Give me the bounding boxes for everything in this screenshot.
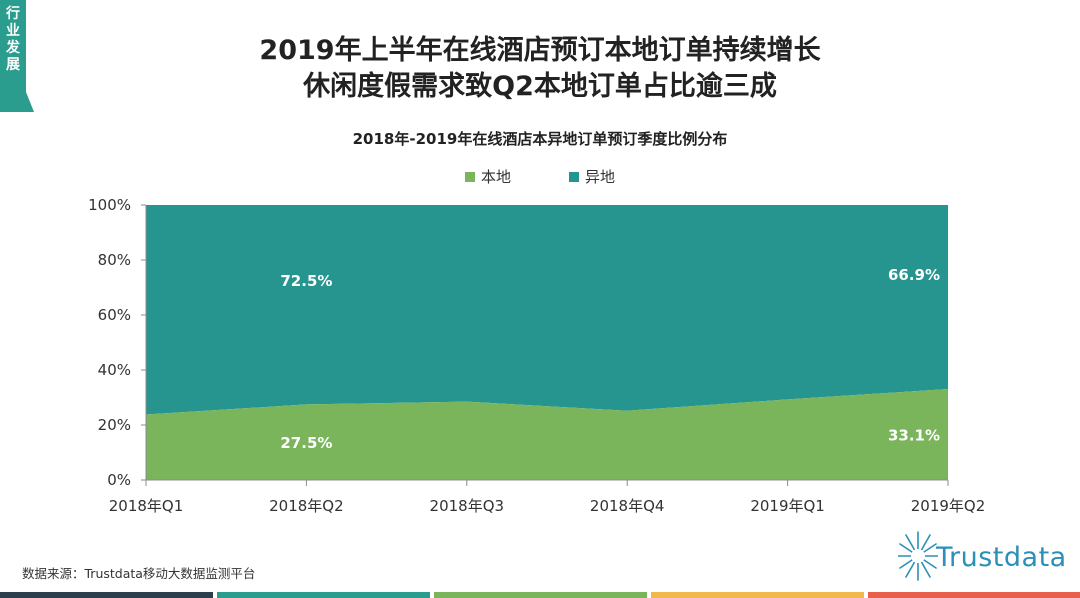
trustdata-logo: Trustdata — [897, 528, 1073, 584]
data-label: 66.9% — [888, 266, 940, 284]
legend-swatch-nonlocal — [569, 171, 579, 182]
page-title-line2: 休闲度假需求致Q2本地订单占比逾三成 — [303, 71, 777, 102]
data-label: 27.5% — [280, 434, 332, 452]
logo-text: Trustdata — [936, 542, 1067, 573]
bottom-bar-4 — [651, 592, 864, 598]
bottom-bar-5 — [868, 592, 1080, 598]
data-label: 33.1% — [888, 426, 940, 444]
y-tick-label: 0% — [107, 471, 131, 489]
x-tick-label: 2018年Q4 — [590, 497, 665, 515]
bottom-color-bars — [0, 592, 1080, 598]
bottom-bar-3 — [434, 592, 647, 598]
legend-swatch-local — [464, 171, 475, 182]
y-tick-label: 20% — [98, 416, 131, 434]
y-tick-label: 80% — [98, 251, 131, 269]
legend-label-nonlocal: 异地 — [585, 168, 616, 186]
y-tick-label: 40% — [98, 361, 131, 379]
data-label: 72.5% — [280, 272, 332, 290]
x-tick-label: 2018年Q1 — [109, 497, 184, 515]
area-series-local — [146, 388, 948, 480]
area-series-nonlocal — [146, 205, 948, 415]
legend-label-local: 本地 — [480, 168, 511, 186]
section-tag-shape — [0, 0, 34, 112]
x-tick-label: 2019年Q1 — [750, 497, 825, 515]
legend-item-nonlocal: 异地 — [569, 166, 615, 187]
bottom-bar-1 — [0, 592, 213, 598]
x-tick-label: 2018年Q3 — [430, 497, 505, 515]
data-source-note: 数据来源：Trustdata移动大数据监测平台 — [22, 566, 256, 581]
bottom-bar-2 — [217, 592, 430, 598]
chart-legend: 本地 异地 — [0, 166, 1080, 187]
x-tick-label: 2018年Q2 — [269, 497, 344, 515]
x-tick-label: 2019年Q2 — [911, 497, 986, 515]
chart-title: 2018年-2019年在线酒店本异地订单预订季度比例分布 — [352, 130, 728, 148]
section-tag-text: 行业发展 — [6, 6, 20, 73]
section-tag: 行业发展 — [0, 0, 34, 112]
sunburst-logo-icon — [897, 531, 939, 581]
y-tick-label: 100% — [88, 196, 131, 214]
page-title-line1: 2019年上半年在线酒店预订本地订单持续增长 — [259, 35, 821, 66]
y-tick-label: 60% — [98, 306, 131, 324]
legend-item-local: 本地 — [464, 166, 511, 187]
